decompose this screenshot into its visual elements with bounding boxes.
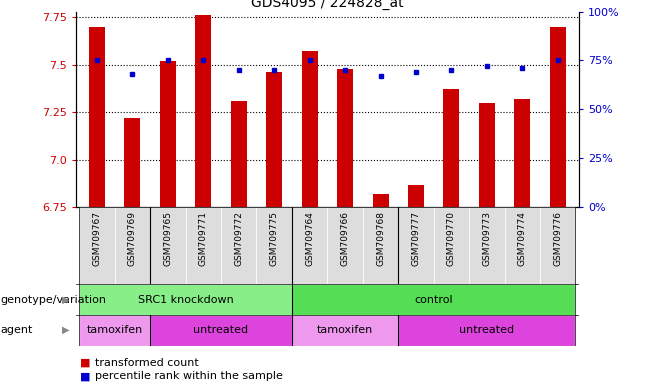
Bar: [434, 207, 469, 284]
Text: GSM709768: GSM709768: [376, 211, 385, 266]
Bar: [337, 69, 353, 207]
Bar: [266, 72, 282, 207]
Text: control: control: [415, 295, 453, 305]
Bar: [150, 315, 292, 346]
Text: tamoxifen: tamoxifen: [317, 325, 373, 335]
Bar: [292, 284, 576, 315]
Bar: [150, 207, 186, 284]
Bar: [479, 103, 495, 207]
Title: GDS4095 / 224828_at: GDS4095 / 224828_at: [251, 0, 403, 10]
Bar: [540, 207, 576, 284]
Text: agent: agent: [1, 325, 33, 335]
Text: ▶: ▶: [62, 295, 69, 305]
Text: untreated: untreated: [193, 325, 249, 335]
Text: ▶: ▶: [62, 325, 69, 335]
Text: GSM709777: GSM709777: [411, 211, 420, 266]
Text: percentile rank within the sample: percentile rank within the sample: [95, 371, 284, 381]
Bar: [195, 15, 211, 207]
Bar: [469, 207, 505, 284]
Text: untreated: untreated: [459, 325, 515, 335]
Bar: [292, 315, 398, 346]
Bar: [408, 185, 424, 207]
Bar: [515, 99, 530, 207]
Text: SRC1 knockdown: SRC1 knockdown: [138, 295, 234, 305]
Bar: [327, 207, 363, 284]
Bar: [160, 61, 176, 207]
Bar: [372, 194, 388, 207]
Text: GSM709775: GSM709775: [270, 211, 279, 266]
Bar: [550, 27, 566, 207]
Text: GSM709769: GSM709769: [128, 211, 137, 266]
Bar: [398, 315, 576, 346]
Text: tamoxifen: tamoxifen: [87, 325, 143, 335]
Text: GSM709774: GSM709774: [518, 211, 527, 266]
Text: ■: ■: [80, 371, 91, 381]
Bar: [79, 207, 114, 284]
Text: GSM709770: GSM709770: [447, 211, 456, 266]
Text: transformed count: transformed count: [95, 358, 199, 368]
Bar: [79, 284, 292, 315]
Bar: [186, 207, 221, 284]
Text: GSM709765: GSM709765: [163, 211, 172, 266]
Bar: [398, 207, 434, 284]
Bar: [124, 118, 140, 207]
Text: GSM709766: GSM709766: [341, 211, 349, 266]
Bar: [79, 315, 150, 346]
Text: GSM709764: GSM709764: [305, 211, 314, 266]
Text: GSM709767: GSM709767: [92, 211, 101, 266]
Bar: [505, 207, 540, 284]
Bar: [301, 51, 318, 207]
Bar: [221, 207, 257, 284]
Text: GSM709773: GSM709773: [482, 211, 492, 266]
Bar: [257, 207, 292, 284]
Text: GSM709771: GSM709771: [199, 211, 208, 266]
Bar: [231, 101, 247, 207]
Bar: [114, 207, 150, 284]
Bar: [89, 27, 105, 207]
Text: genotype/variation: genotype/variation: [1, 295, 107, 305]
Text: GSM709772: GSM709772: [234, 211, 243, 266]
Bar: [292, 207, 327, 284]
Text: ■: ■: [80, 358, 91, 368]
Bar: [443, 89, 459, 207]
Text: GSM709776: GSM709776: [553, 211, 563, 266]
Bar: [363, 207, 398, 284]
